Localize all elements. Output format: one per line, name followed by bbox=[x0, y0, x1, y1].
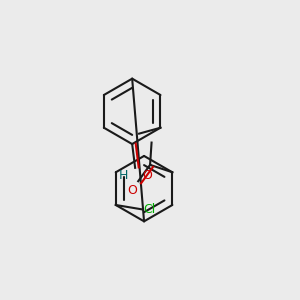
Text: H: H bbox=[118, 169, 128, 182]
Text: O: O bbox=[142, 169, 152, 182]
Text: Cl: Cl bbox=[143, 203, 156, 216]
Text: O: O bbox=[127, 184, 137, 196]
